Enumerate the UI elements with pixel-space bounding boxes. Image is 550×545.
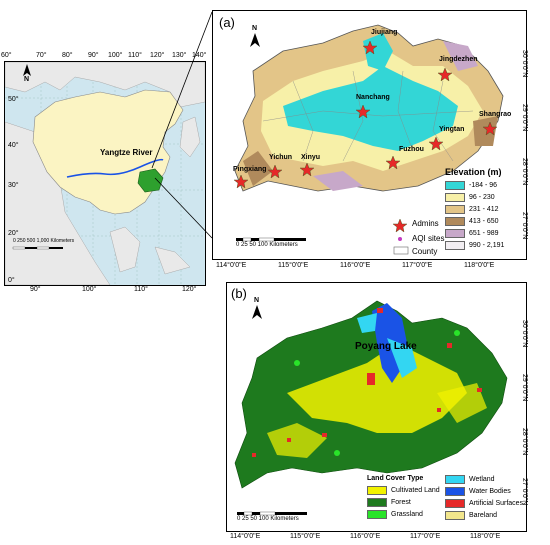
panel-b-lat-tick: 29°0'0"N xyxy=(521,374,528,402)
inset-map-frame: N Yangtze River 0 250 500 1,000 Kilomete… xyxy=(4,61,206,286)
land-cover-legend-item: Bareland xyxy=(445,511,497,520)
panel-b-lon-tick: 114°0'0"E xyxy=(230,533,261,540)
panel-b-lon-tick: 118°0'0"E xyxy=(470,533,501,540)
panel-b-lon-tick: 116°0'0"E xyxy=(350,533,381,540)
inset-scale-label: 0 250 500 1,000 Kilometers xyxy=(13,238,75,244)
panel-a-north-label: N xyxy=(252,25,258,32)
elevation-legend-item: 413 - 650 xyxy=(445,217,499,226)
panel-a-lat-tick: 28°0'0"N xyxy=(521,158,528,186)
inset-river-label: Yangtze River xyxy=(100,148,153,157)
legend-county-label: County xyxy=(412,247,438,256)
panel-a-lat-tick: 27°0'0"N xyxy=(521,212,528,240)
elevation-legend-item: 651 - 989 xyxy=(445,229,499,238)
inset-lon-tick-bottom: 120° xyxy=(182,286,197,293)
land-cover-swatch xyxy=(445,511,465,520)
elevation-legend-item: 990 - 2,191 xyxy=(445,241,504,250)
inset-lon-tick-bottom: 90° xyxy=(30,286,41,293)
panel-a-lon-tick: 116°0'0"E xyxy=(340,262,371,269)
city-label-jiujiang: Jiujiang xyxy=(371,29,398,36)
land-cover-legend-item: Cultivated Land xyxy=(367,486,440,495)
panel-a-lon-tick: 118°0'0"E xyxy=(464,262,495,269)
elevation-map xyxy=(233,24,504,255)
land-cover-swatch xyxy=(445,499,465,508)
panel-a-scale-label: 0 25 50 100 Kilometers xyxy=(236,242,298,248)
inset-lon-tick: 70° xyxy=(36,52,47,59)
elevation-swatch xyxy=(445,229,465,238)
elevation-legend-item: -184 - 96 xyxy=(445,181,497,190)
panel-b-scale-label: 0 25 50 100 Kilometers xyxy=(237,516,299,522)
inset-lat-tick: 0° xyxy=(8,277,15,284)
inset-lon-tick: 80° xyxy=(62,52,73,59)
inset-lon-tick: 120° xyxy=(150,52,165,59)
inset-lat-tick: 20° xyxy=(8,230,19,237)
panel-b-letter: (b) xyxy=(231,286,247,301)
land-cover-swatch xyxy=(367,498,387,507)
inset-lon-tick: 110° xyxy=(128,52,142,59)
inset-map-graphic xyxy=(5,62,205,285)
land-cover-legend-item: Forest xyxy=(367,498,411,507)
inset-lon-tick: 60° xyxy=(1,52,12,59)
panel-a-lon-tick: 117°0'0"E xyxy=(402,262,433,269)
city-label-xinyu: Xinyu xyxy=(301,154,321,161)
city-label-yichun: Yichun xyxy=(269,154,293,161)
elevation-swatch xyxy=(445,205,465,214)
elevation-swatch xyxy=(445,181,465,190)
inset-lon-tick-bottom: 100° xyxy=(82,286,97,293)
land-cover-legend-item: Water Bodies xyxy=(445,487,511,496)
panel-b-lat-tick: 28°0'0"N xyxy=(521,428,528,456)
land-cover-legend-item: Artificial Surfaces xyxy=(445,499,523,508)
land-cover-legend-item: Grassland xyxy=(367,510,423,519)
land-cover-swatch xyxy=(367,510,387,519)
inset-lat-tick: 30° xyxy=(8,182,19,189)
inset-lon-tick: 130° xyxy=(172,52,187,59)
panel-b-north-label: N xyxy=(254,297,260,304)
legend-admins-label: Admins xyxy=(412,219,439,228)
elevation-legend-item: 231 - 412 xyxy=(445,205,499,214)
panel-a-lon-tick: 115°0'0"E xyxy=(278,262,309,269)
inset-north-label: N xyxy=(24,76,30,83)
legend-aqi-label: AQI sites xyxy=(412,234,445,243)
land-cover-legend-item: Wetland xyxy=(445,475,495,484)
panel-b-lat-tick: 30°0'0"N xyxy=(521,320,528,348)
panel-a-letter: (a) xyxy=(219,15,235,30)
panel-a-lon-tick: 114°0'0"E xyxy=(216,262,247,269)
elevation-legend-item: 96 - 230 xyxy=(445,193,495,202)
elevation-swatch xyxy=(445,241,465,250)
inset-lat-tick: 40° xyxy=(8,142,19,149)
panel-b-lon-tick: 117°0'0"E xyxy=(410,533,441,540)
land-cover-legend-title: Land Cover Type xyxy=(367,475,424,482)
city-label-pingxiang: Pingxiang xyxy=(233,166,267,173)
inset-lat-tick: 50° xyxy=(8,96,19,103)
panel-a-lat-tick: 30°0'0"N xyxy=(521,50,528,78)
panel-b: (b) N Poyang Lake Land Cover Type Cultiv… xyxy=(226,282,527,532)
city-label-yingtan: Yingtan xyxy=(439,126,465,133)
elevation-swatch xyxy=(445,193,465,202)
elevation-swatch xyxy=(445,217,465,226)
land-cover-swatch xyxy=(367,486,387,495)
city-label-jingdezhen: Jingdezhen xyxy=(439,56,478,63)
city-label-nanchang: Nanchang xyxy=(356,94,390,101)
inset-lon-tick: 100° xyxy=(108,52,123,59)
inset-lon-tick-bottom: 110° xyxy=(134,286,148,293)
land-cover-swatch xyxy=(445,487,465,496)
land-cover-swatch xyxy=(445,475,465,484)
inset-lon-tick: 140° xyxy=(192,52,207,59)
elevation-legend-title: Elevation (m) xyxy=(445,167,502,177)
city-label-shangrao: Shangrao xyxy=(479,111,512,118)
panel-a: (a) N Jiujiang Jingdezhen Nanchang Shang… xyxy=(212,10,527,260)
panel-a-lat-tick: 29°0'0"N xyxy=(521,104,528,132)
city-label-fuzhou: Fuzhou xyxy=(399,146,424,153)
panel-b-lon-tick: 115°0'0"E xyxy=(290,533,321,540)
panel-b-lat-tick: 27°0'0"N xyxy=(521,478,528,506)
inset-lon-tick: 90° xyxy=(88,52,99,59)
poyang-lake-label: Poyang Lake xyxy=(355,341,417,352)
land-cover-map xyxy=(234,300,508,516)
